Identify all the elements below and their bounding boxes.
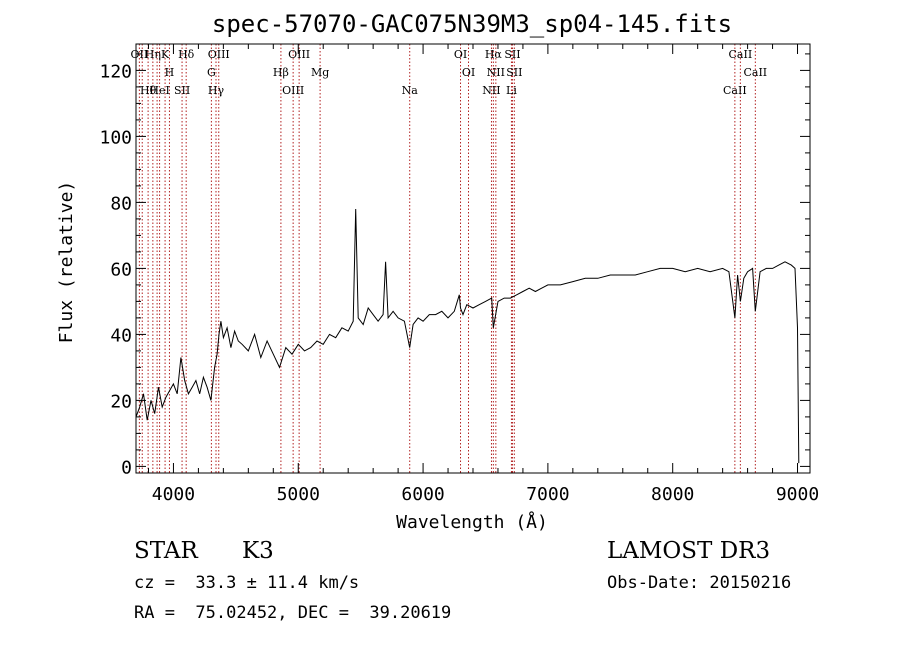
x-tick-label: 5000 bbox=[277, 484, 320, 505]
line-label: OII bbox=[131, 48, 149, 61]
x-axis: 4000 5000 6000 7000 8000 9000 bbox=[147, 44, 819, 505]
y-tick-label: 20 bbox=[110, 391, 132, 412]
object-class: STAR bbox=[134, 538, 198, 564]
line-label: OIII bbox=[288, 48, 310, 61]
line-label: Hγ bbox=[208, 84, 225, 97]
line-label: SII bbox=[506, 66, 522, 79]
line-label: OI bbox=[462, 66, 475, 79]
y-tick-label: 120 bbox=[99, 61, 132, 82]
line-label: CaII bbox=[723, 84, 747, 97]
line-label: Hη bbox=[145, 48, 161, 61]
line-label: NII bbox=[487, 66, 505, 79]
spectral-line-markers bbox=[138, 44, 756, 473]
line-label: OIII bbox=[282, 84, 304, 97]
obs-date: Obs-Date: 20150216 bbox=[607, 573, 792, 593]
velocity-readout: cz = 33.3 ± 11.4 km/s bbox=[134, 573, 360, 593]
line-label: Hα bbox=[485, 48, 503, 61]
line-label: CaII bbox=[743, 66, 767, 79]
line-label: H bbox=[165, 66, 175, 79]
y-axis: 0 20 40 60 80 100 120 bbox=[99, 53, 810, 478]
line-label: SII bbox=[174, 84, 190, 97]
line-label: Hδ bbox=[178, 48, 195, 61]
y-tick-label: 100 bbox=[99, 127, 132, 148]
x-tick-label: 8000 bbox=[651, 484, 694, 505]
line-label: NII bbox=[482, 84, 500, 97]
x-axis-label: Wavelength (Å) bbox=[396, 511, 548, 533]
y-tick-label: 60 bbox=[110, 259, 132, 280]
spectral-line-labels: OIIHθHηHeIKHSIIHδGHγOIIIHβOIIIOIIIMgNaOI… bbox=[131, 48, 768, 97]
line-label: HeI bbox=[149, 84, 169, 97]
line-label: Mg bbox=[311, 66, 329, 79]
line-label: K bbox=[161, 48, 170, 61]
survey-name: LAMOST DR3 bbox=[607, 538, 771, 564]
line-label: Hβ bbox=[273, 66, 289, 79]
object-subclass: K3 bbox=[242, 538, 274, 564]
y-tick-label: 80 bbox=[110, 193, 132, 214]
x-tick-label: 9000 bbox=[776, 484, 819, 505]
plot-frame bbox=[135, 43, 811, 474]
line-label: Na bbox=[402, 84, 419, 97]
line-label: OI bbox=[454, 48, 467, 61]
line-label: SII bbox=[504, 48, 520, 61]
x-tick-label: 7000 bbox=[526, 484, 569, 505]
spectrum-line bbox=[135, 208, 800, 464]
line-label: CaII bbox=[729, 48, 753, 61]
line-label: G bbox=[207, 66, 216, 79]
line-label: Hθ bbox=[140, 84, 157, 97]
coordinates-readout: RA = 75.02452, DEC = 39.20619 bbox=[134, 603, 452, 623]
x-tick-label: 4000 bbox=[152, 484, 195, 505]
y-axis-label: Flux (relative) bbox=[56, 181, 77, 344]
chart-title: spec-57070-GAC075N39M3_sp04-145.fits bbox=[212, 10, 732, 38]
line-label: OIII bbox=[208, 48, 230, 61]
y-tick-label: 40 bbox=[110, 325, 132, 346]
y-tick-label: 0 bbox=[121, 457, 132, 478]
line-label: Li bbox=[506, 84, 517, 97]
x-tick-label: 6000 bbox=[401, 484, 444, 505]
